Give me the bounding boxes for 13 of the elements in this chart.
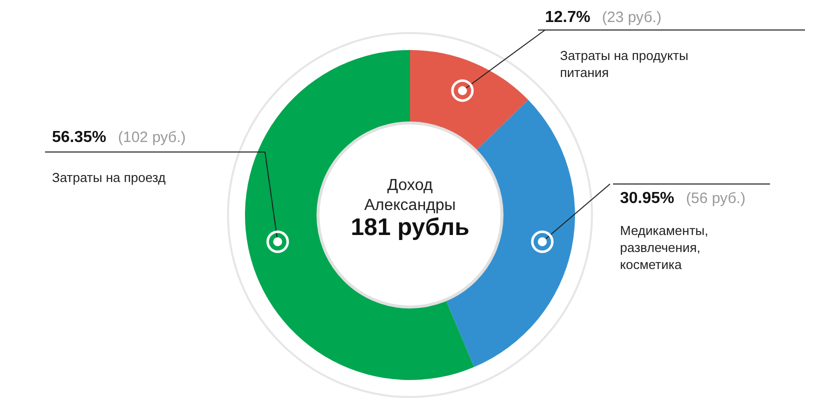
slice-label: Затраты на продукты питания	[560, 48, 688, 80]
text: Доход Александры	[364, 177, 456, 214]
text: 181 рубль	[350, 214, 470, 241]
text: (102 руб.)	[118, 129, 186, 146]
data-label: 30.95%	[620, 190, 674, 207]
data-label: 12.7%	[545, 9, 590, 26]
slice-label: Медикаменты, развлечения, косметика	[620, 223, 708, 272]
donut-slice	[245, 50, 474, 380]
data-label: 56.35%	[52, 129, 106, 146]
slice-label: Затраты на проезд	[52, 170, 166, 185]
text: (23 руб.)	[602, 9, 662, 26]
donut-slice	[410, 50, 528, 151]
text: (56 руб.)	[686, 190, 746, 207]
